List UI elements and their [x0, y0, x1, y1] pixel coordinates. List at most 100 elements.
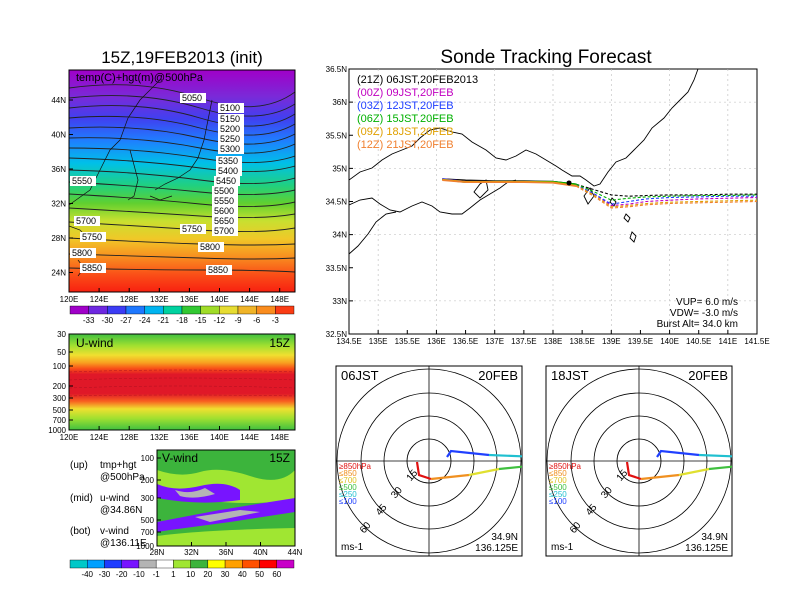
level-legend-item: ≥850hPa [549, 462, 582, 471]
level-legend-item: ≤500 [549, 483, 567, 492]
trace-700 [678, 467, 710, 477]
lon-tick-label: 128E [120, 433, 139, 442]
contour-label: 5350 [218, 156, 238, 166]
colorbar-swatch [276, 559, 295, 569]
hodograph-lat: 34.9N [491, 532, 518, 543]
colorbar-swatch [173, 559, 191, 569]
colorbar-swatch [69, 305, 89, 315]
lon-tick-label: 141E [719, 337, 738, 346]
lon-tick-label: 120E [60, 295, 79, 304]
colorbar-label: -15 [195, 316, 207, 325]
lat-tick-label: 36N [51, 165, 66, 174]
level-legend-item: ≤850 [339, 469, 357, 478]
lat-tick-label: 34N [332, 231, 347, 240]
colorbar-label: 20 [203, 570, 212, 579]
colorbar-swatch [242, 559, 260, 569]
colorbar-label: -1 [153, 570, 161, 579]
colorbar-swatch [107, 305, 127, 315]
vwind-section: V-wind 15Z [156, 449, 296, 547]
contour-label: 5450 [216, 176, 236, 186]
level-legend-item: ≤500 [339, 483, 357, 492]
colorbar-label: 40 [238, 570, 247, 579]
lon-tick-label: 137E [485, 337, 504, 346]
lon-tick-label: 136E [427, 337, 446, 346]
lon-tick-label: 140.5E [686, 337, 711, 346]
lon-tick-label: 148E [270, 433, 289, 442]
colorbar-swatch [256, 305, 276, 315]
uwind-field [69, 334, 295, 430]
lat-tick-label: 28N [51, 234, 66, 243]
vwind-pressure-axis: 200 300 500 700 1000 100 [136, 454, 161, 551]
hodograph-lon: 136.125E [685, 543, 728, 554]
trace-250 [446, 449, 490, 458]
lon-tick-label: 144E [240, 295, 259, 304]
lat-tick-label: 35.5N [326, 131, 348, 140]
lon-tick-label: 139E [602, 337, 621, 346]
lon-tick-label: 139.5E [628, 337, 653, 346]
pressure-label: 700 [141, 528, 155, 537]
japan-coastline [349, 69, 699, 255]
colorbar-label: -18 [176, 316, 188, 325]
track-line-dashed [576, 185, 757, 209]
level-legend-item: ≤250 [339, 490, 357, 499]
hodograph-unit: ms-1 [551, 542, 574, 553]
temp-lat-axis: 44N 40N 36N 32N 28N 24N [51, 96, 73, 278]
level-legend-item: ≤250 [549, 490, 567, 499]
vwind-field [157, 469, 295, 546]
hodograph-rings [546, 366, 732, 556]
track-line-solid [442, 179, 577, 188]
trace-100 [698, 453, 732, 458]
lon-tick-label: 140E [210, 433, 229, 442]
run-legend-item: (09Z) 18JST,20FEB [357, 126, 454, 138]
lon-tick-label: 124E [90, 433, 109, 442]
colorbar-swatch [138, 559, 157, 569]
note-level: @34.86N [100, 505, 142, 516]
colorbar-swatch [88, 305, 108, 315]
note-field: v-wind [100, 526, 129, 537]
track-lon-axis: 134.5E 135E 135.5E 136E 136.5E 137E 137.5E 138E… [336, 330, 770, 346]
contour-label: 5550 [72, 176, 92, 186]
colorbar-label: -30 [102, 316, 114, 325]
lat-tick-label: 32.5N [326, 330, 348, 339]
vwind-colorbar: -40 -30 -20 -10 -1 1 10 20 30 40 50 60 [69, 559, 295, 579]
lat-tick-label: 36N [219, 548, 234, 557]
hodograph-level-legend: ≥850hPa≤850≤700≤500≤250≤100 [549, 462, 582, 506]
lat-tick-label: 32N [51, 200, 66, 209]
contour-label: 5050 [182, 93, 202, 103]
lon-tick-label: 132E [150, 433, 169, 442]
panel-notes: (up) tmp+hgt@500hPa (mid) u-wind@34.86N (bot… [70, 460, 147, 549]
run-legend-item: (00Z) 09JST,20FEB [357, 87, 454, 99]
lon-tick-label: 124E [90, 295, 109, 304]
vwind-time: 15Z [269, 451, 290, 465]
hodograph-lat: 34.9N [701, 532, 728, 543]
colorbar-swatch [219, 305, 239, 315]
trace-100 [488, 453, 522, 458]
lat-tick-label: 40N [51, 131, 66, 140]
lon-tick-label: 136E [180, 433, 199, 442]
init-panel-title: 15Z,19FEB2013 (init) [101, 48, 263, 67]
hodograph-time: 18JST [551, 368, 589, 383]
colorbar-label: -33 [83, 316, 95, 325]
colorbar-swatch [207, 559, 226, 569]
pressure-label: 500 [53, 406, 67, 415]
track-line-dashed [576, 183, 757, 201]
contour-label: 5800 [72, 248, 92, 258]
level-legend-item: ≤700 [549, 476, 567, 485]
lat-tick-label: 28N [150, 548, 165, 557]
pressure-label: 100 [141, 454, 155, 463]
trace-sfc [625, 461, 642, 481]
colorbar-label: -40 [81, 570, 93, 579]
lat-tick-label: 33.5N [326, 264, 348, 273]
contour-label: 5750 [182, 224, 202, 234]
track-lat-axis: 36.5N 36N 35.5N 35N 34.5N 34N 33.5N 33N 32.5N [326, 65, 353, 339]
run-legend-item: (12Z) 21JST,20FEB [357, 139, 454, 151]
colorbar-label: -20 [116, 570, 128, 579]
track-grid [349, 69, 757, 334]
colorbar-swatch [125, 305, 145, 315]
lon-tick-label: 144E [240, 433, 259, 442]
track-line-dashed [576, 185, 757, 208]
lat-tick-label: 35N [332, 164, 347, 173]
contour-labels: 5050 5100 5150 5200 5250 5300 5350 5400 … [70, 93, 244, 275]
note-scope: (bot) [70, 526, 91, 537]
